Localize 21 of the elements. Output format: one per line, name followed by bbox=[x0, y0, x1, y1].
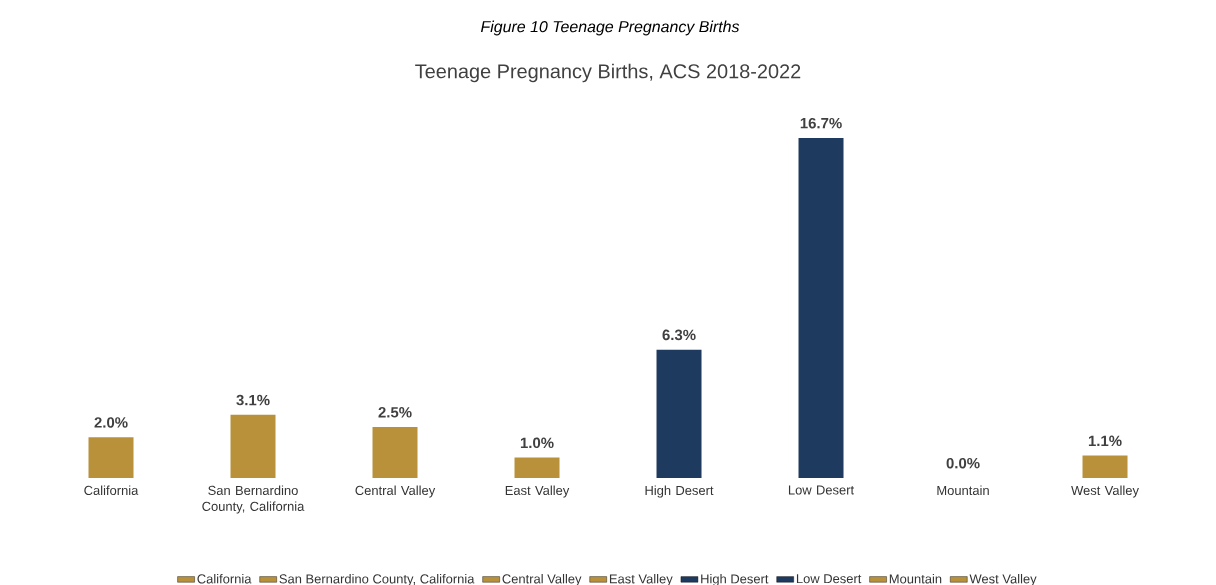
x-tick-label: West Valley bbox=[1071, 485, 1139, 498]
legend-label: Low Desert bbox=[796, 574, 862, 584]
x-tick-label: East Valley bbox=[505, 485, 570, 498]
x-tick-label: Central Valley bbox=[355, 485, 436, 498]
legend-label: Mountain bbox=[889, 573, 942, 584]
data-label: 0.0% bbox=[946, 457, 980, 469]
data-label: 3.1% bbox=[236, 394, 270, 406]
data-label: 1.1% bbox=[1088, 435, 1122, 447]
data-label: 16.7% bbox=[800, 117, 842, 129]
x-tick-label: California bbox=[84, 485, 139, 496]
data-label: 2.5% bbox=[378, 406, 412, 418]
x-tick-label: Low Desert bbox=[788, 485, 855, 495]
caption: Figure 10 Teenage Pregnancy Births bbox=[480, 20, 740, 36]
x-tick-label: High Desert bbox=[645, 485, 714, 498]
data-label: 2.0% bbox=[94, 417, 128, 428]
legend-label: California bbox=[197, 573, 252, 584]
chart-title: Teenage Pregnancy Births, ACS 2018-2022 bbox=[415, 63, 801, 83]
x-tick-label: Mountain bbox=[937, 485, 989, 496]
x-tick-label: San Bernardino County, California bbox=[202, 485, 305, 514]
data-label: 6.3% bbox=[662, 329, 696, 341]
data-label: 1.0% bbox=[520, 437, 554, 449]
